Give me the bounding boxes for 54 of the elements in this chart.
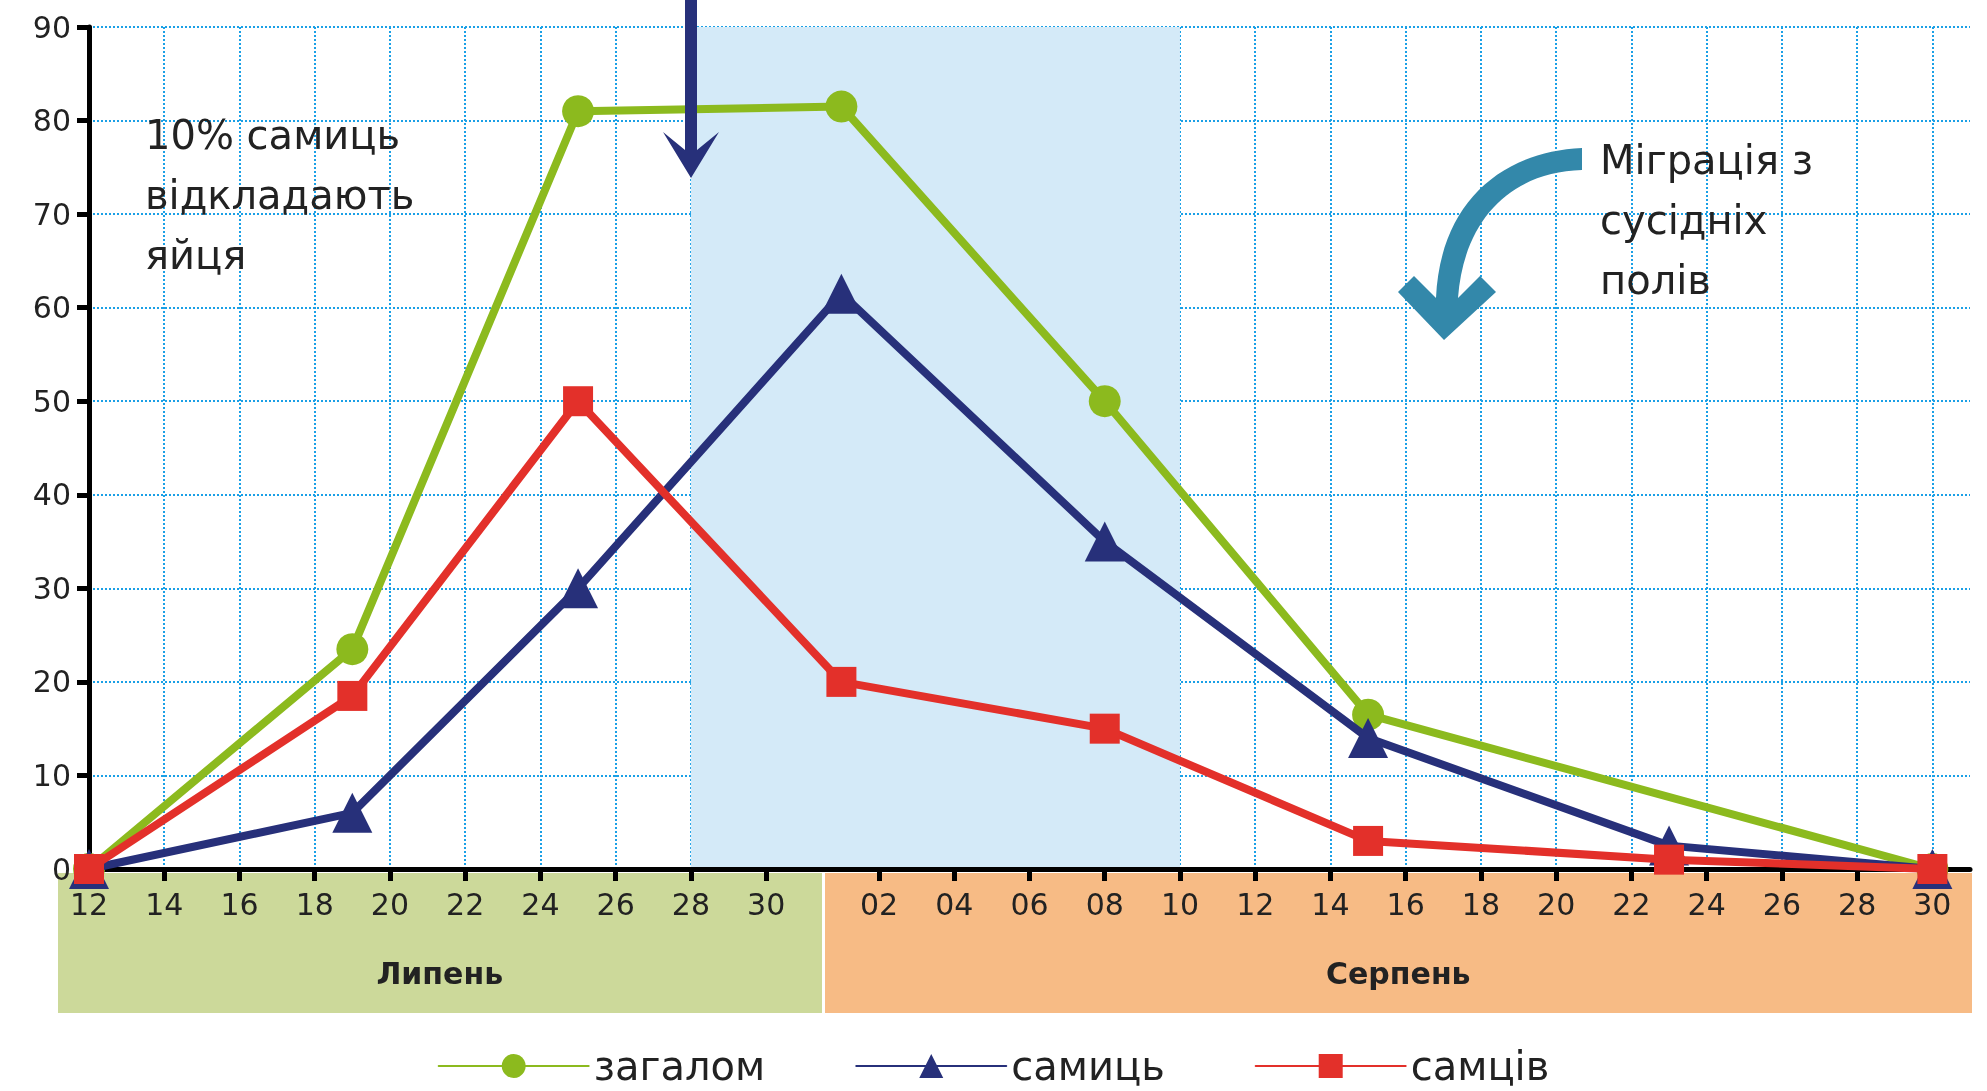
point: [1089, 713, 1120, 744]
y-tick-label: 10: [32, 757, 71, 793]
legend-label: самців: [1410, 1043, 1550, 1089]
point: [332, 792, 373, 833]
text: Серпень: [1325, 956, 1471, 991]
x-tick-label: 16: [220, 886, 259, 922]
y-tick-label: 80: [32, 103, 71, 139]
x-tick-label: 12: [69, 886, 109, 922]
point: [1353, 825, 1384, 856]
x-tick-label: 28: [1838, 886, 1877, 922]
annotation: 10% самиць відкладають яйця: [145, 111, 416, 280]
x-tick-label: 12: [1236, 886, 1275, 922]
x-tick-label: 14: [1311, 886, 1350, 922]
point: [825, 90, 858, 123]
x-tick-label: 18: [1461, 886, 1501, 922]
point: [337, 680, 368, 711]
x-tick-label: 16: [1386, 886, 1425, 922]
x-tick-label: 20: [370, 886, 410, 922]
y-tick-label: 30: [32, 570, 71, 606]
x-tick-label: 24: [1687, 886, 1726, 922]
x-tick-label: 18: [295, 886, 334, 922]
point: [562, 95, 595, 128]
y-tick-label: 50: [32, 383, 71, 419]
x-tick-label: 06: [1010, 886, 1049, 922]
legend-label: самиць: [1011, 1043, 1165, 1089]
x-tick-label: 26: [1762, 886, 1801, 922]
point: [1088, 385, 1121, 418]
x-tick-label: 04: [935, 886, 974, 922]
point: [563, 386, 594, 417]
point: [1348, 718, 1389, 759]
y-tick-label: 90: [32, 9, 71, 45]
point: [1084, 521, 1125, 562]
point: [336, 633, 369, 666]
x-tick-label: 24: [521, 886, 560, 922]
x-tick-label: 10: [1160, 886, 1200, 922]
y-tick-label: 0: [51, 851, 71, 887]
x-tick-label: 20: [1537, 886, 1576, 922]
y-tick-label: 40: [32, 477, 71, 513]
text: Липень: [376, 956, 504, 991]
x-tick-label: 14: [145, 886, 184, 922]
x-tick-label: 28: [671, 886, 711, 922]
y-tick-label: 70: [32, 196, 71, 232]
x-tick-label: 30: [747, 886, 786, 922]
annotation: Міграція з сусідніх полів: [1600, 136, 1814, 305]
legend-label: загалом: [593, 1043, 766, 1089]
x-tick-label: 30: [1913, 886, 1952, 922]
y-tick-label: 20: [32, 664, 71, 700]
point: [826, 666, 857, 697]
y-tick-label: 60: [32, 290, 71, 326]
x-tick-label: 02: [859, 886, 899, 922]
x-tick-label: 22: [1612, 886, 1651, 922]
x-tick-label: 26: [596, 886, 635, 922]
x-tick-label: 08: [1085, 886, 1124, 922]
x-tick-label: 22: [446, 886, 485, 922]
